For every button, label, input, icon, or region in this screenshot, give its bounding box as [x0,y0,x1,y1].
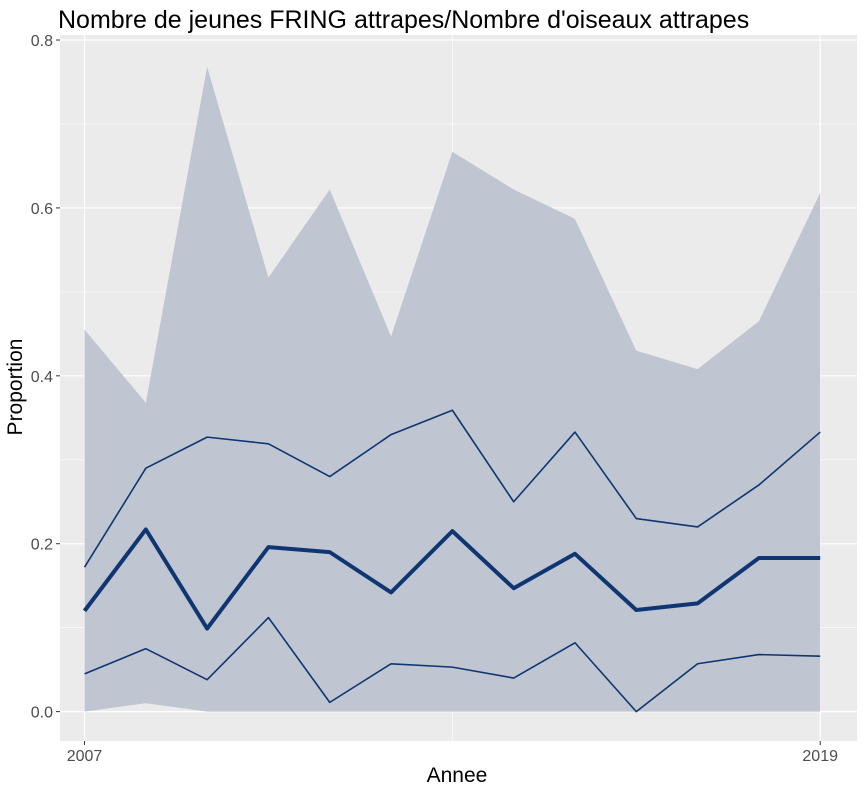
x-axis: 2007 2019 [67,741,838,765]
y-axis-title: Proportion [4,339,27,436]
series-line-upper-quantile [83,409,821,568]
series-lines [82,409,821,713]
series-line-lower-quantile [84,616,821,713]
series-line-central [82,527,821,631]
y-tick-label: 0.8 [31,33,53,50]
y-tick-label: 0.0 [31,705,53,722]
y-axis: 0.0 0.2 0.4 0.6 0.8 [31,33,60,722]
chart-title: Nombre de jeunes FRING attrapes/Nombre d… [58,6,749,34]
y-tick-label: 0.4 [31,369,53,386]
x-tick-label: 2007 [67,748,103,765]
y-tick-label: 0.6 [31,201,53,218]
y-tick-label: 0.2 [31,537,53,554]
x-axis-title: Annee [427,764,488,787]
confidence-ribbon [84,66,821,712]
x-tick-label: 2019 [802,748,838,765]
